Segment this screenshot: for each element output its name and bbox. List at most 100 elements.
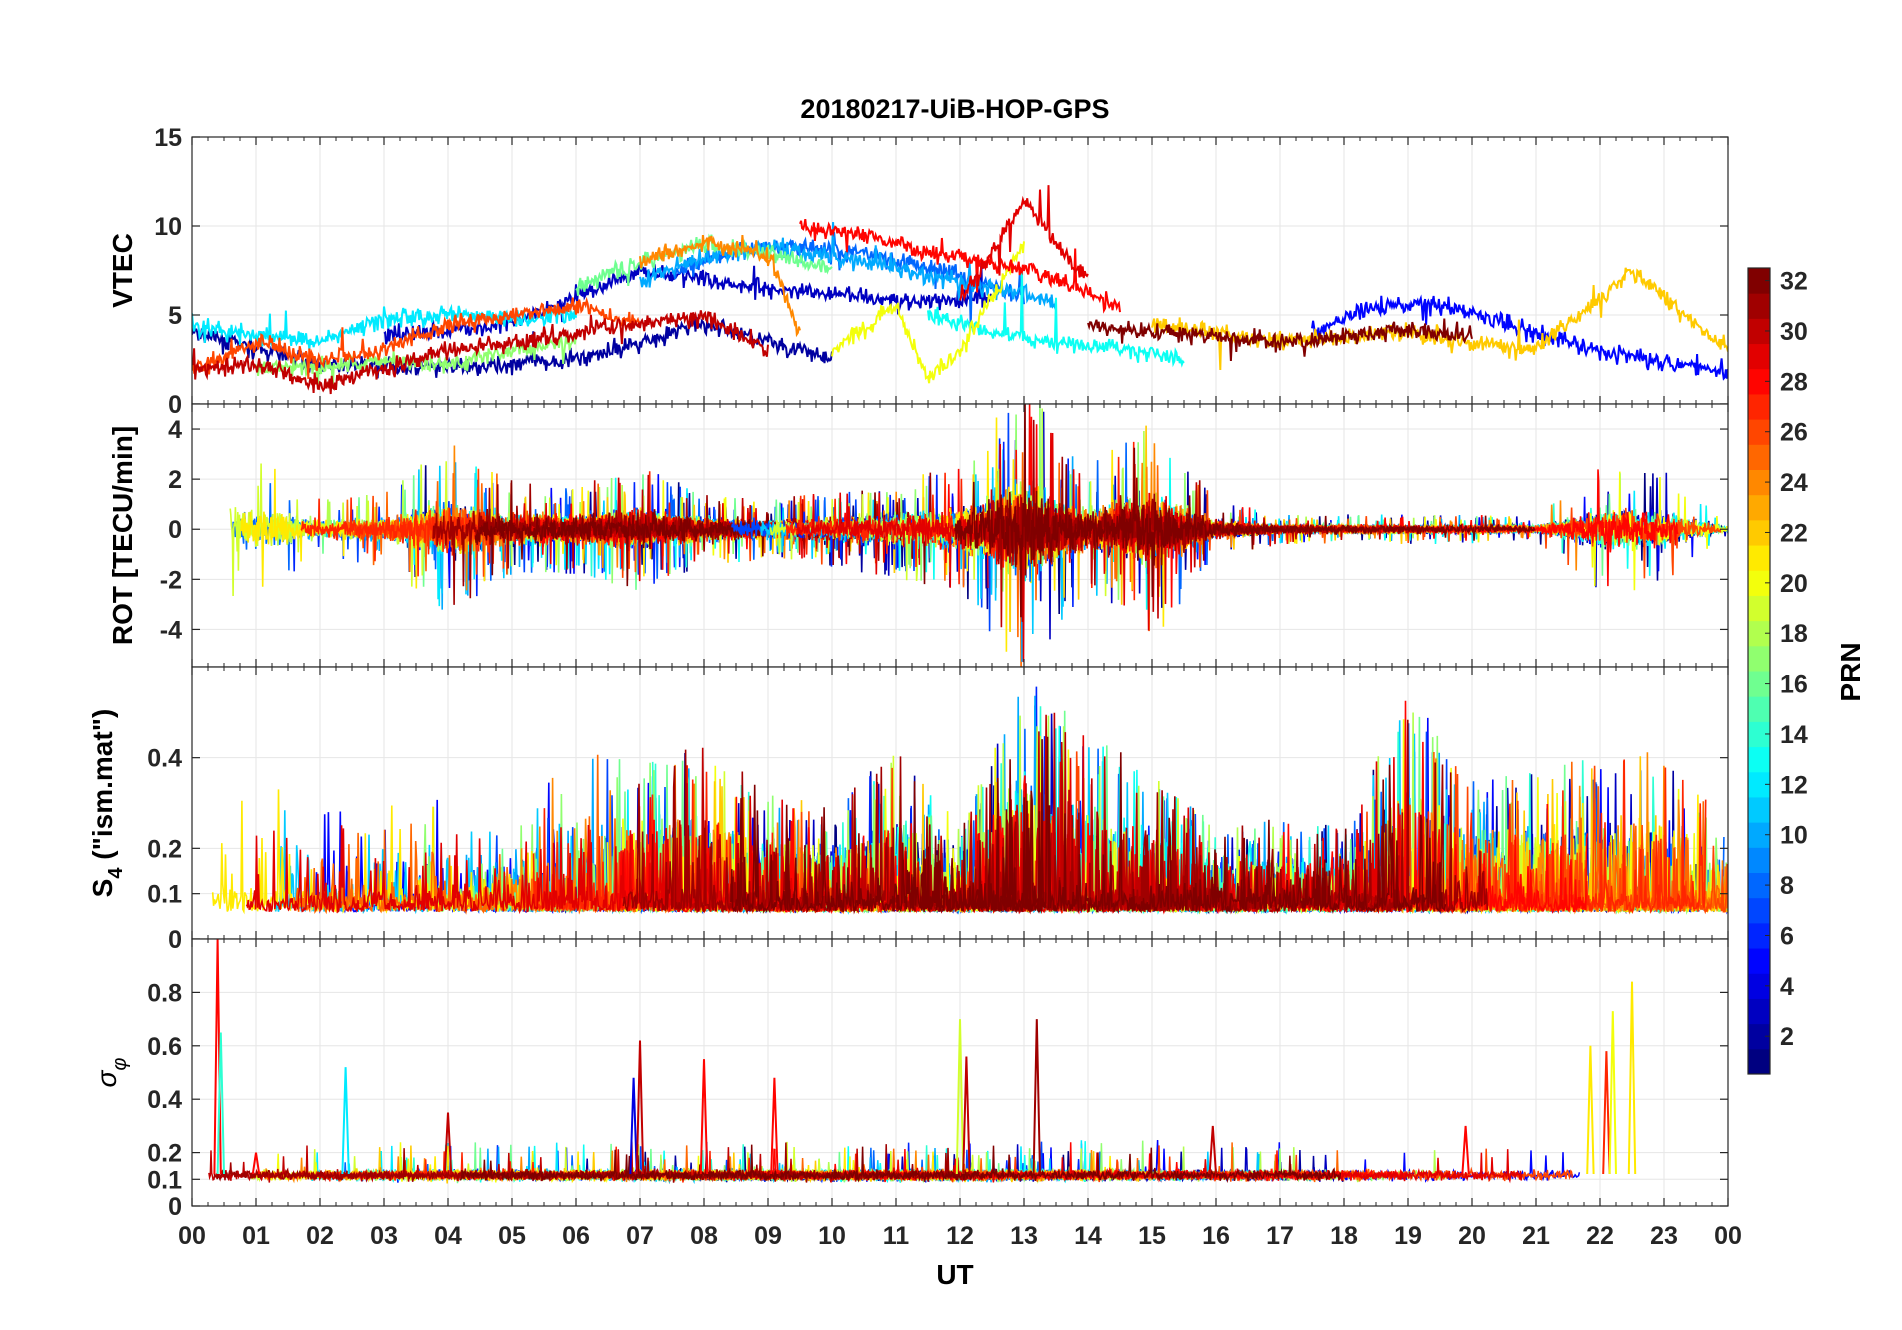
colorbar-segment xyxy=(1748,519,1770,546)
x-tick-label: 06 xyxy=(562,1222,590,1250)
colorbar-tick-label: 6 xyxy=(1780,922,1794,950)
colorbar-segment xyxy=(1748,1048,1770,1075)
y-axis: 00.10.2 0.4 0.6 0.8 xyxy=(147,979,1728,1221)
x-tick-label: 07 xyxy=(626,1222,654,1250)
y-tick-label: -4 xyxy=(160,616,182,644)
spike xyxy=(1032,1019,1041,1175)
x-tick-label: 17 xyxy=(1266,1222,1294,1250)
x-tick-label: 11 xyxy=(883,1222,910,1250)
series-line-prn-32 xyxy=(459,1144,1342,1184)
x-tick-label: 03 xyxy=(370,1222,398,1250)
x-ticks xyxy=(191,137,1729,404)
colorbar-tick-label: 2 xyxy=(1780,1023,1794,1051)
y-axis: -4 -2 0 2 4 xyxy=(160,416,1728,644)
spike xyxy=(1586,1045,1595,1175)
y-axis-label: σφ xyxy=(91,1058,131,1088)
x-ticks xyxy=(191,404,1729,667)
colorbar-tick-label: 28 xyxy=(1780,368,1808,396)
colorbar-segment xyxy=(1748,620,1770,647)
series-line-prn-10 xyxy=(639,222,1057,311)
spike xyxy=(955,1019,965,1175)
colorbar-tick-label: 20 xyxy=(1780,570,1808,598)
colorbar-segment xyxy=(1748,696,1770,722)
x-tick-label: 09 xyxy=(754,1222,782,1250)
spike xyxy=(1627,981,1637,1175)
colorbar-segment xyxy=(1748,872,1770,899)
colorbar-segment xyxy=(1748,973,1770,999)
y-tick-label: 0 xyxy=(168,1193,182,1221)
spike xyxy=(629,1077,638,1175)
spike xyxy=(699,1059,709,1175)
x-tick-label: 02 xyxy=(306,1222,334,1250)
spike xyxy=(341,1067,350,1175)
spike xyxy=(770,1077,779,1175)
y-tick-label: 0 xyxy=(168,391,182,419)
colorbar-segment xyxy=(1748,545,1770,571)
series-line-prn-26 xyxy=(192,296,641,379)
y-axis: 0 0.1 0.2 0.4 xyxy=(147,745,1728,954)
colorbar-tick-label: 32 xyxy=(1780,268,1808,296)
series-line-prn-16 xyxy=(575,233,833,296)
panel-s4: 0 0.1 0.2 0.4 S4 ("ism.mat") xyxy=(87,666,1729,954)
y-tick-label: 0.4 xyxy=(147,745,182,773)
x-tick-label: 23 xyxy=(1650,1222,1678,1250)
colorbar-tick-label: 4 xyxy=(1780,973,1794,1001)
colorbar-segment xyxy=(1748,318,1770,345)
colorbar-segment xyxy=(1748,1023,1770,1050)
series-group xyxy=(208,939,1637,1185)
panel-rot: -4 -2 0 2 4 ROT [TECU/min] xyxy=(107,403,1729,668)
y-tick-label: 0.4 xyxy=(147,1086,182,1114)
x-tick-label: 22 xyxy=(1586,1222,1614,1250)
colorbar-segment xyxy=(1748,897,1770,924)
y-axis-label: VTEC xyxy=(107,233,138,308)
x-tick-label: 21 xyxy=(1522,1222,1550,1250)
y-tick-label: -2 xyxy=(160,566,182,594)
colorbar-segment xyxy=(1748,268,1770,294)
colorbar-tick-label: 22 xyxy=(1780,519,1808,547)
x-tick-label: 10 xyxy=(818,1222,846,1250)
colorbar-tick-label: 30 xyxy=(1780,318,1808,346)
colorbar-segment xyxy=(1748,368,1770,395)
series-line-prn-30 xyxy=(192,310,769,395)
y-tick-label: 0.8 xyxy=(147,979,182,1007)
spike xyxy=(443,1112,453,1175)
colorbar-segment xyxy=(1748,595,1770,622)
x-tick-label: 16 xyxy=(1202,1222,1230,1250)
y-axis: 0 5 10 15 xyxy=(154,124,1728,419)
x-tick-label: 18 xyxy=(1330,1222,1358,1250)
spike xyxy=(1208,1125,1217,1175)
y-axis-label: ROT [TECU/min] xyxy=(107,426,138,645)
panel-sigma-phi: 00.10.2 0.4 0.6 0.8 σφ xyxy=(91,938,1729,1221)
series-line-prn-28 xyxy=(799,218,1121,314)
x-tick-label: 00 xyxy=(178,1222,206,1250)
colorbar-tick-label: 12 xyxy=(1780,771,1808,799)
spike xyxy=(1461,1125,1470,1175)
colorbar-tick-label: 10 xyxy=(1780,822,1808,850)
colorbar-tick-label: 24 xyxy=(1780,469,1808,497)
x-tick-label: 12 xyxy=(946,1222,974,1250)
y-tick-label: 4 xyxy=(168,416,182,444)
colorbar-segment xyxy=(1748,570,1770,596)
series-group xyxy=(192,185,1728,395)
colorbar-segment xyxy=(1748,671,1770,697)
x-ticks xyxy=(191,667,1729,939)
x-tick-label: 00 xyxy=(1714,1222,1742,1250)
y-axis-label: S4 ("ism.mat") xyxy=(87,709,127,898)
y-tick-label: 2 xyxy=(168,466,182,494)
spike xyxy=(962,1056,971,1175)
x-tick-label: 01 xyxy=(242,1222,270,1250)
x-axis-label: UT xyxy=(936,1259,973,1290)
y-tick-label: 0 xyxy=(168,516,182,544)
colorbar-segment xyxy=(1748,922,1770,949)
series-group xyxy=(211,686,1728,915)
series-line-prn-32-pass-1 xyxy=(730,777,1045,915)
y-tick-label: 0.2 xyxy=(147,835,182,863)
colorbar-segment xyxy=(1748,746,1770,773)
colorbar-segment xyxy=(1748,847,1770,873)
colorbar-frame xyxy=(1747,267,1771,1075)
colorbar-segment xyxy=(1748,293,1770,319)
x-tick-label: 05 xyxy=(498,1222,526,1250)
colorbar-tick-label: 16 xyxy=(1780,671,1808,699)
series-line-prn-32-pass-2 xyxy=(919,736,1447,915)
series-line-prn-20 xyxy=(831,241,1025,384)
